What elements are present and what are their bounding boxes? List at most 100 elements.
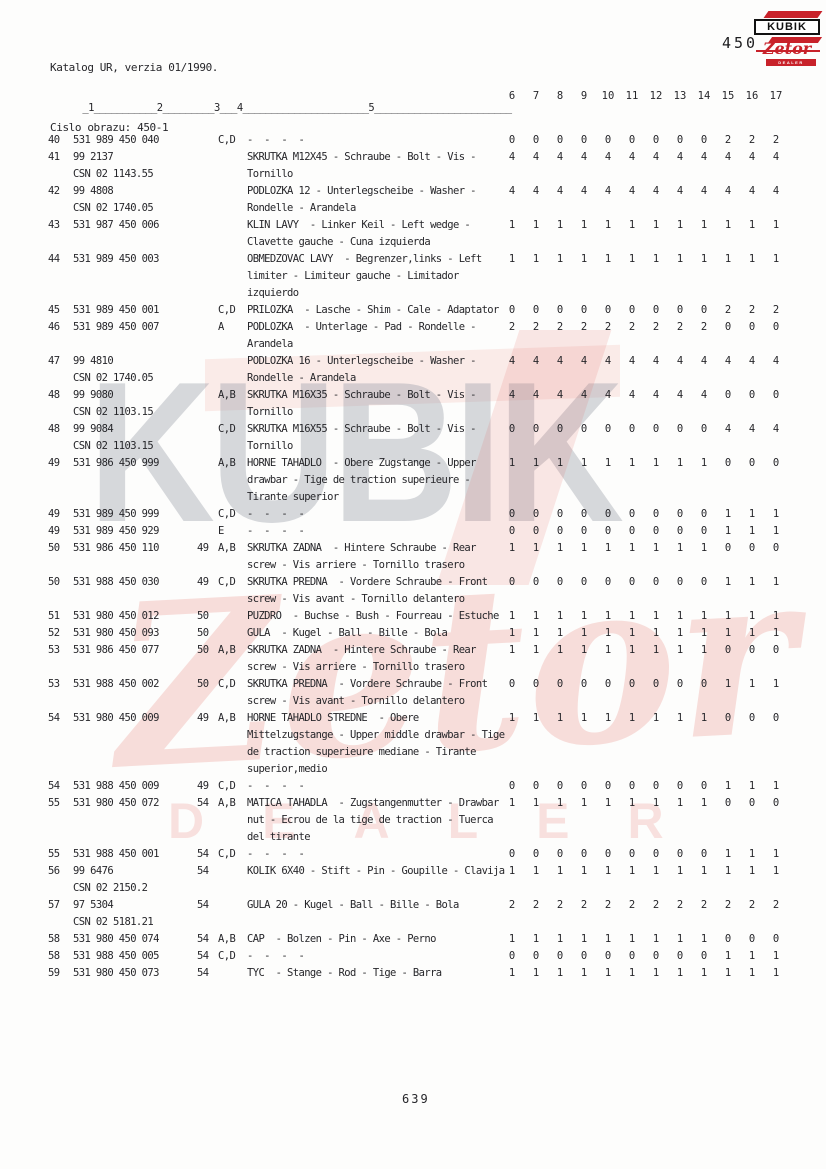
qty-value: 1 <box>604 253 612 265</box>
description-cell: TYC - Stange - Rod - Tige - Barra <box>247 965 500 982</box>
qty-value: 1 <box>676 627 684 639</box>
row-position: 58 <box>48 950 60 962</box>
qty-value: 0 <box>676 134 684 146</box>
qty-value: 0 <box>532 525 540 537</box>
qty-value: 4 <box>652 185 660 197</box>
part-number-cell: 531 980 450 074 <box>73 931 197 948</box>
qty-value: 1 <box>580 712 588 724</box>
qty-value: 4 <box>652 151 660 163</box>
table-row: 57 97 5304 CSN 02 5181.21 54 GULA 20 - Kugel… <box>48 897 808 931</box>
description-cell: PUZDRO - Buchse - Bush - Fourreau - Estu… <box>247 608 500 625</box>
qty-value: 0 <box>556 576 564 588</box>
table-row: 52 531 980 450 093 50 GULA - Kugel - Ball -… <box>48 625 808 642</box>
qty-value: 0 <box>628 508 636 520</box>
qty-value: 1 <box>580 797 588 809</box>
qty-value: 1 <box>772 576 780 588</box>
part-number-cell: 531 987 450 006 <box>73 217 197 234</box>
qty-value: 4 <box>748 355 756 367</box>
quantity-cells: 1 1 1 1 1 1 1 1 1 1 1 1 <box>500 217 788 234</box>
part-number-cell: 531 980 450 073 <box>73 965 197 982</box>
qty-value: 1 <box>772 525 780 537</box>
description-line: PODLOZKA - Unterlage - Pad - Rondelle - <box>247 321 476 333</box>
description-cell: PRILOZKA - Lasche - Shim - Cale - Adapta… <box>247 302 500 319</box>
qty-value: 2 <box>628 899 636 911</box>
qty-value: 1 <box>532 457 540 469</box>
qty-value: 0 <box>724 321 732 333</box>
part-number: 531 986 450 999 <box>73 457 159 469</box>
qty-value: 1 <box>676 219 684 231</box>
part-number-cell: 531 980 450 072 <box>73 795 197 812</box>
qty-value: 0 <box>556 780 564 792</box>
description-line: HORNE TAHADLO - Obere Zugstange - Upper <box>247 457 476 469</box>
qty-value: 1 <box>532 627 540 639</box>
qty-value: 1 <box>508 627 516 639</box>
qty-value: 1 <box>652 457 660 469</box>
table-row: 55 531 988 450 001 54 C,D - - - - 0 0 0 0 0 0 0 0 0 1 1… <box>48 846 808 863</box>
qty-value: 1 <box>772 950 780 962</box>
qty-value: 1 <box>604 933 612 945</box>
qty-value: 1 <box>580 457 588 469</box>
qty-value: 0 <box>676 678 684 690</box>
row-position: 59 <box>48 967 60 979</box>
qty-value: 0 <box>772 712 780 724</box>
description-line: screw - Vis avant - Tornillo delantero <box>247 593 465 605</box>
logo-zetor-text: Zetor <box>754 39 820 58</box>
description-line: Tirante superior <box>247 491 339 503</box>
quantity-cells: 4 4 4 4 4 4 4 4 4 4 4 4 <box>500 183 788 200</box>
qty-value: 1 <box>532 219 540 231</box>
qty-value: 1 <box>628 542 636 554</box>
part-number-cell: 531 986 450 999 <box>73 455 197 472</box>
qty-value: 1 <box>676 457 684 469</box>
qty-value: 2 <box>748 304 756 316</box>
qty-column-header: 10 <box>601 90 615 102</box>
quantity-cells: 1 1 1 1 1 1 1 1 1 1 1 1 <box>500 608 788 625</box>
variant-code: A,B <box>218 389 236 401</box>
qty-value: 1 <box>772 967 780 979</box>
qty-value: 0 <box>532 304 540 316</box>
qty-value: 2 <box>700 321 708 333</box>
qty-value: 0 <box>556 423 564 435</box>
qty-value: 1 <box>676 967 684 979</box>
qty-value: 1 <box>700 219 708 231</box>
csn-standard-number: CSN 02 1103.15 <box>73 406 154 418</box>
image-number-label: Cislo obrazu: 450-1 <box>50 121 169 134</box>
description-cell: - - - - <box>247 523 500 540</box>
qty-value: 0 <box>508 134 516 146</box>
description-line: GULA 20 - Kugel - Ball - Bille - Bola <box>247 899 459 911</box>
qty-value: 0 <box>772 933 780 945</box>
part-number: 531 989 450 003 <box>73 253 159 265</box>
qty-value: 1 <box>700 865 708 877</box>
description-line: KOLIK 6X40 - Stift - Pin - Goupille - Cl… <box>247 865 505 877</box>
qty-value: 0 <box>748 797 756 809</box>
catalog-title: Katalog UR, verzia 01/1990. <box>50 61 219 74</box>
qty-value: 4 <box>772 151 780 163</box>
qty-value: 1 <box>556 219 564 231</box>
qty-value: 2 <box>628 321 636 333</box>
part-number-cell: 99 9084 CSN 02 1103.15 <box>73 421 197 455</box>
variant-code: C,D <box>218 508 236 520</box>
qty-value: 1 <box>556 797 564 809</box>
part-number-cell: 531 980 450 009 <box>73 710 197 727</box>
part-number: 531 980 450 072 <box>73 797 159 809</box>
qty-value: 0 <box>772 321 780 333</box>
description-cell: PODLOZKA - Unterlage - Pad - Rondelle - A… <box>247 319 500 353</box>
qty-value: 1 <box>628 627 636 639</box>
part-number: 531 986 450 110 <box>73 542 159 554</box>
part-number: 531 989 450 929 <box>73 525 159 537</box>
qty-value: 4 <box>748 151 756 163</box>
qty-value: 0 <box>724 389 732 401</box>
quantity-cells: 2 2 2 2 2 2 2 2 2 2 2 2 <box>500 897 788 914</box>
qty-value: 1 <box>556 865 564 877</box>
qty-value: 0 <box>676 780 684 792</box>
qty-value: 0 <box>700 423 708 435</box>
description-line: SKRUTKA M12X45 - Schraube - Bolt - Vis - <box>247 151 476 163</box>
qty-value: 1 <box>724 627 732 639</box>
variant-code: C,D <box>218 848 236 860</box>
qty-value: 0 <box>748 542 756 554</box>
table-row: 58 531 980 450 074 54 A,B CAP - Bolzen - Pin… <box>48 931 808 948</box>
qty-value: 1 <box>580 967 588 979</box>
part-number-cell: 531 980 450 012 <box>73 608 197 625</box>
table-row: 45 531 989 450 001 C,D PRILOZKA - Lasche - … <box>48 302 808 319</box>
part-number-cell: 531 988 450 002 <box>73 676 197 693</box>
quantity-cells: 1 1 1 1 1 1 1 1 1 1 1 1 <box>500 965 788 982</box>
